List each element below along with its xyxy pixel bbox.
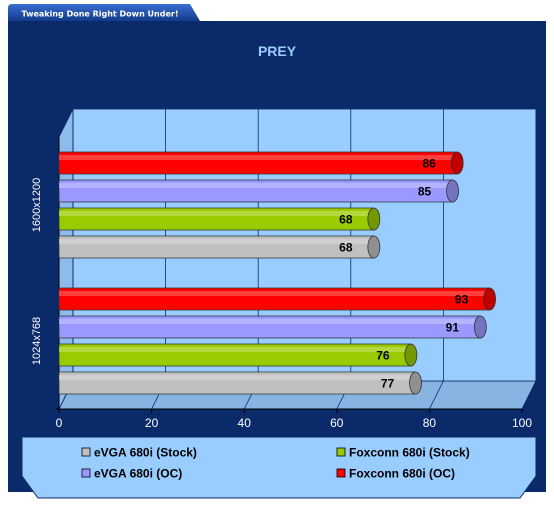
value-label: 76 [376,349,390,363]
bar-highlight [59,319,481,324]
bar-cap [450,151,464,175]
chart-title: PREY [258,43,297,59]
legend-label: eVGA 680i (Stock) [94,446,197,460]
x-tick-label-0: 0 [56,416,63,430]
bar-highlight [59,375,416,380]
banner-text: Tweaking Done Right Down Under! [22,10,179,19]
legend-label: Foxconn 680i (OC) [349,467,455,481]
floor-gridline-100 [521,380,537,410]
bar-highlight [59,239,374,244]
legend-label: eVGA 680i (OC) [94,467,182,481]
value-label: 68 [339,213,353,227]
value-label: 85 [418,185,432,199]
bar-cap [473,315,487,339]
bar-evga-680i-oc--1600x1200: 85 [58,179,459,203]
legend-item-foxconn-680i-stock-: Foxconn 680i (Stock) [336,446,470,460]
category-labels: 1600x1200 1024x768 [31,178,43,365]
x-tick-label-60: 60 [330,416,344,430]
value-label: 91 [446,321,460,335]
legend-item-evga-680i-oc-: eVGA 680i (OC) [81,467,182,481]
legend-swatch [81,447,91,457]
bar-highlight [59,211,374,216]
bar-highlight [59,347,411,352]
bar-foxconn-680i-stock--1024x768: 76 [58,343,418,367]
bar-evga-680i-stock--1600x1200: 68 [58,235,381,259]
bar-highlight [59,291,490,296]
x-tick-label-100: 100 [512,416,532,430]
legend: eVGA 680i (Stock) Foxconn 680i (Stock) eVG… [21,436,537,499]
bar-foxconn-680i-stock--1600x1200: 68 [58,207,381,231]
bar-cap [367,235,381,259]
legend-box [21,436,537,499]
floor-gridline-80 [429,380,444,410]
bar-cap [409,371,422,395]
legend-swatch [336,447,346,457]
legend-item-evga-680i-stock-: eVGA 680i (Stock) [81,446,197,460]
legend-label: Foxconn 680i (Stock) [349,446,470,460]
legend-item-foxconn-680i-oc-: Foxconn 680i (OC) [336,467,455,481]
x-tick-label-20: 20 [145,416,159,430]
banner-tab [8,4,200,21]
category-label-1600x1200: 1600x1200 [31,178,43,232]
legend-swatch [336,468,346,478]
bar-cap [446,179,459,203]
bar-cap [483,287,496,311]
bar-foxconn-680i-oc--1024x768: 93 [58,287,496,311]
legend-swatch [81,468,91,478]
bar-cap [367,207,381,231]
x-tick-labels: 0 20 40 60 80 100 [56,409,532,430]
bars: 86 85 68 68 93 91 76 77 [58,151,496,395]
category-label-1024x768: 1024x768 [31,317,43,365]
x-tick-label-80: 80 [423,416,437,430]
bar-foxconn-680i-oc--1600x1200: 86 [58,151,464,175]
x-tick-label-40: 40 [238,416,252,430]
value-label: 86 [423,157,437,171]
bar-evga-680i-stock--1024x768: 77 [58,371,422,395]
bar-cap [404,343,418,367]
bar-evga-680i-oc--1024x768: 91 [58,315,487,339]
bar-highlight [59,183,453,188]
bar-highlight [59,155,458,160]
value-label: 77 [381,377,395,391]
value-label: 68 [339,241,353,255]
value-label: 93 [455,293,469,307]
